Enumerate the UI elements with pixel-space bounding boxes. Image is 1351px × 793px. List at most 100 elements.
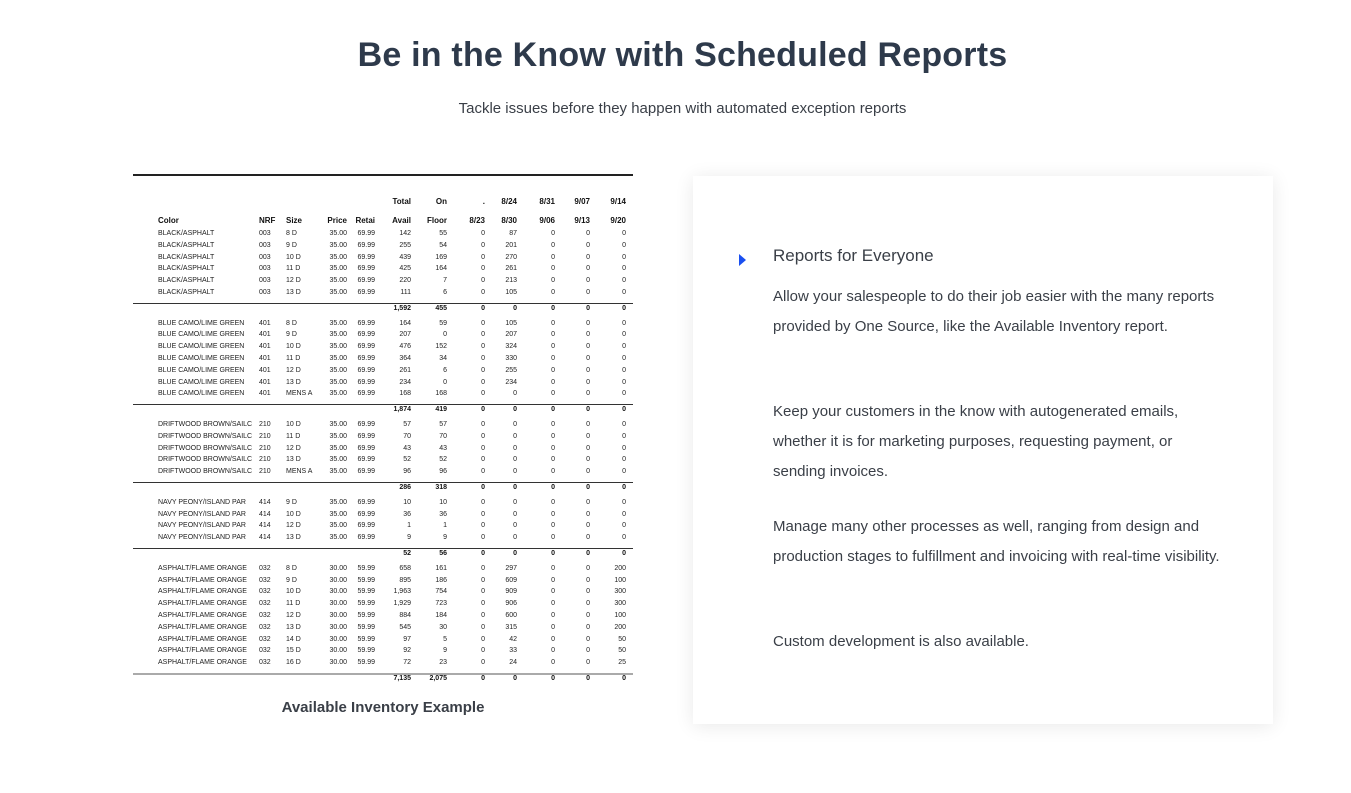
- table-cell-c1: 0: [481, 534, 485, 542]
- table-cell-c5: 0: [622, 456, 626, 464]
- table-cell-avail: 261: [399, 366, 411, 374]
- group-divider: [133, 404, 633, 406]
- table-cell-avail: 1,963: [393, 588, 411, 596]
- table-cell-retail: 69.99: [357, 444, 375, 452]
- group-divider: [133, 302, 633, 304]
- table-cell-c2: 201: [505, 241, 517, 249]
- table-cell-c5: 0: [622, 265, 626, 273]
- table-cell-retail: 59.99: [357, 647, 375, 655]
- table-cell-c5: 200: [614, 623, 626, 631]
- group-total-c1: 0: [481, 550, 485, 557]
- table-cell-c5: 0: [622, 534, 626, 542]
- table-cell-c5: 0: [622, 522, 626, 530]
- table-cell-c1: 0: [481, 230, 485, 237]
- table-cell-avail: 72: [403, 659, 411, 667]
- table-cell-size: 13 D: [286, 456, 301, 464]
- column-header-c2: 8/30: [501, 216, 517, 225]
- table-cell-price: 35.00: [329, 265, 347, 273]
- table-cell-floor: 161: [435, 564, 447, 572]
- table-cell-c2: 24: [509, 659, 517, 667]
- table-cell-price: 30.00: [329, 612, 347, 619]
- table-cell-c2: 105: [505, 289, 517, 296]
- table-cell-c3: 0: [551, 444, 555, 452]
- table-cell-price: 35.00: [329, 319, 347, 327]
- table-cell-c4: 0: [586, 241, 590, 249]
- table-cell-c3: 0: [551, 600, 555, 608]
- table-cell-floor: 184: [435, 612, 447, 619]
- table-cell-retail: 69.99: [357, 319, 375, 327]
- table-cell-floor: 0: [443, 378, 447, 386]
- table-cell-c3: 0: [551, 241, 555, 249]
- report-top-rule: [133, 174, 633, 176]
- bullet-triangle-icon: [739, 254, 746, 266]
- table-cell-size: 10 D: [286, 253, 301, 261]
- table-cell-c5: 100: [614, 576, 626, 584]
- group-total-c1: 0: [481, 406, 485, 414]
- table-cell-floor: 186: [435, 576, 447, 584]
- table-cell-size: 15 D: [286, 647, 301, 655]
- table-cell-c4: 0: [586, 343, 590, 351]
- table-cell-avail: 96: [403, 468, 411, 476]
- table-cell-size: 8 D: [286, 564, 297, 572]
- table-cell-size: 14 D: [286, 635, 301, 643]
- table-cell-c3: 0: [551, 366, 555, 374]
- table-cell-price: 35.00: [329, 456, 347, 464]
- table-cell-c2: 270: [505, 253, 517, 261]
- table-cell-price: 35.00: [329, 277, 347, 285]
- table-cell-color: NAVY PEONY/ISLAND PAR: [158, 534, 246, 542]
- table-cell-retail: 59.99: [357, 588, 375, 596]
- table-cell-nrf: 032: [259, 576, 271, 584]
- table-cell-color: DRIFTWOOD BROWN/SAILC: [158, 468, 253, 476]
- table-cell-c1: 0: [481, 319, 485, 327]
- column-header-c1: 8/23: [469, 216, 485, 225]
- table-cell-retail: 69.99: [357, 241, 375, 249]
- table-cell-c5: 200: [614, 564, 626, 572]
- table-cell-color: ASPHALT/FLAME ORANGE: [158, 564, 247, 572]
- table-cell-size: 11 D: [286, 600, 301, 608]
- column-header-avail: Avail: [392, 216, 411, 225]
- table-cell-c4: 0: [586, 510, 590, 518]
- table-cell-c5: 0: [622, 366, 626, 374]
- table-cell-c5: 0: [622, 510, 626, 518]
- table-cell-floor: 96: [439, 468, 447, 476]
- table-cell-c4: 0: [586, 366, 590, 374]
- table-cell-c5: 0: [622, 432, 626, 440]
- group-total-c4: 0: [586, 550, 590, 557]
- table-cell-color: ASPHALT/FLAME ORANGE: [158, 588, 247, 596]
- table-cell-retail: 69.99: [357, 366, 375, 374]
- table-cell-c2: 42: [509, 635, 517, 643]
- table-cell-c3: 0: [551, 612, 555, 619]
- table-cell-c1: 0: [481, 468, 485, 476]
- paragraph-emails: Keep your customers in the know with aut…: [773, 403, 1179, 480]
- table-cell-color: BLACK/ASPHALT: [158, 265, 215, 273]
- table-cell-price: 30.00: [329, 588, 347, 596]
- group-total-avail: 7,135: [393, 675, 411, 682]
- table-cell-c4: 0: [586, 319, 590, 327]
- table-cell-color: NAVY PEONY/ISLAND PAR: [158, 522, 246, 530]
- column-header-c3-top: 8/31: [539, 197, 555, 206]
- table-cell-floor: 55: [439, 230, 447, 237]
- group-total-avail: 1,592: [393, 304, 411, 312]
- table-cell-size: 10 D: [286, 421, 301, 428]
- column-header-retail: Retai: [355, 216, 375, 225]
- group-total-c4: 0: [586, 304, 590, 312]
- table-cell-nrf: 032: [259, 564, 271, 572]
- table-cell-color: NAVY PEONY/ISLAND PAR: [158, 498, 246, 506]
- group-total-c2: 0: [513, 406, 517, 414]
- table-cell-c3: 0: [551, 265, 555, 273]
- table-cell-size: MENS A: [286, 468, 313, 476]
- table-cell-c5: 25: [618, 659, 626, 667]
- table-cell-c2: 0: [513, 498, 517, 506]
- table-cell-c4: 0: [586, 444, 590, 452]
- table-cell-nrf: 003: [259, 241, 271, 249]
- table-cell-floor: 754: [435, 588, 447, 596]
- table-cell-c3: 0: [551, 635, 555, 643]
- table-cell-size: 12 D: [286, 277, 301, 285]
- table-cell-retail: 59.99: [357, 576, 375, 584]
- table-cell-floor: 43: [439, 444, 447, 452]
- table-cell-avail: 164: [399, 319, 411, 327]
- table-cell-price: 35.00: [329, 534, 347, 542]
- table-cell-price: 35.00: [329, 378, 347, 386]
- table-cell-nrf: 401: [259, 366, 271, 374]
- table-cell-floor: 6: [443, 366, 447, 374]
